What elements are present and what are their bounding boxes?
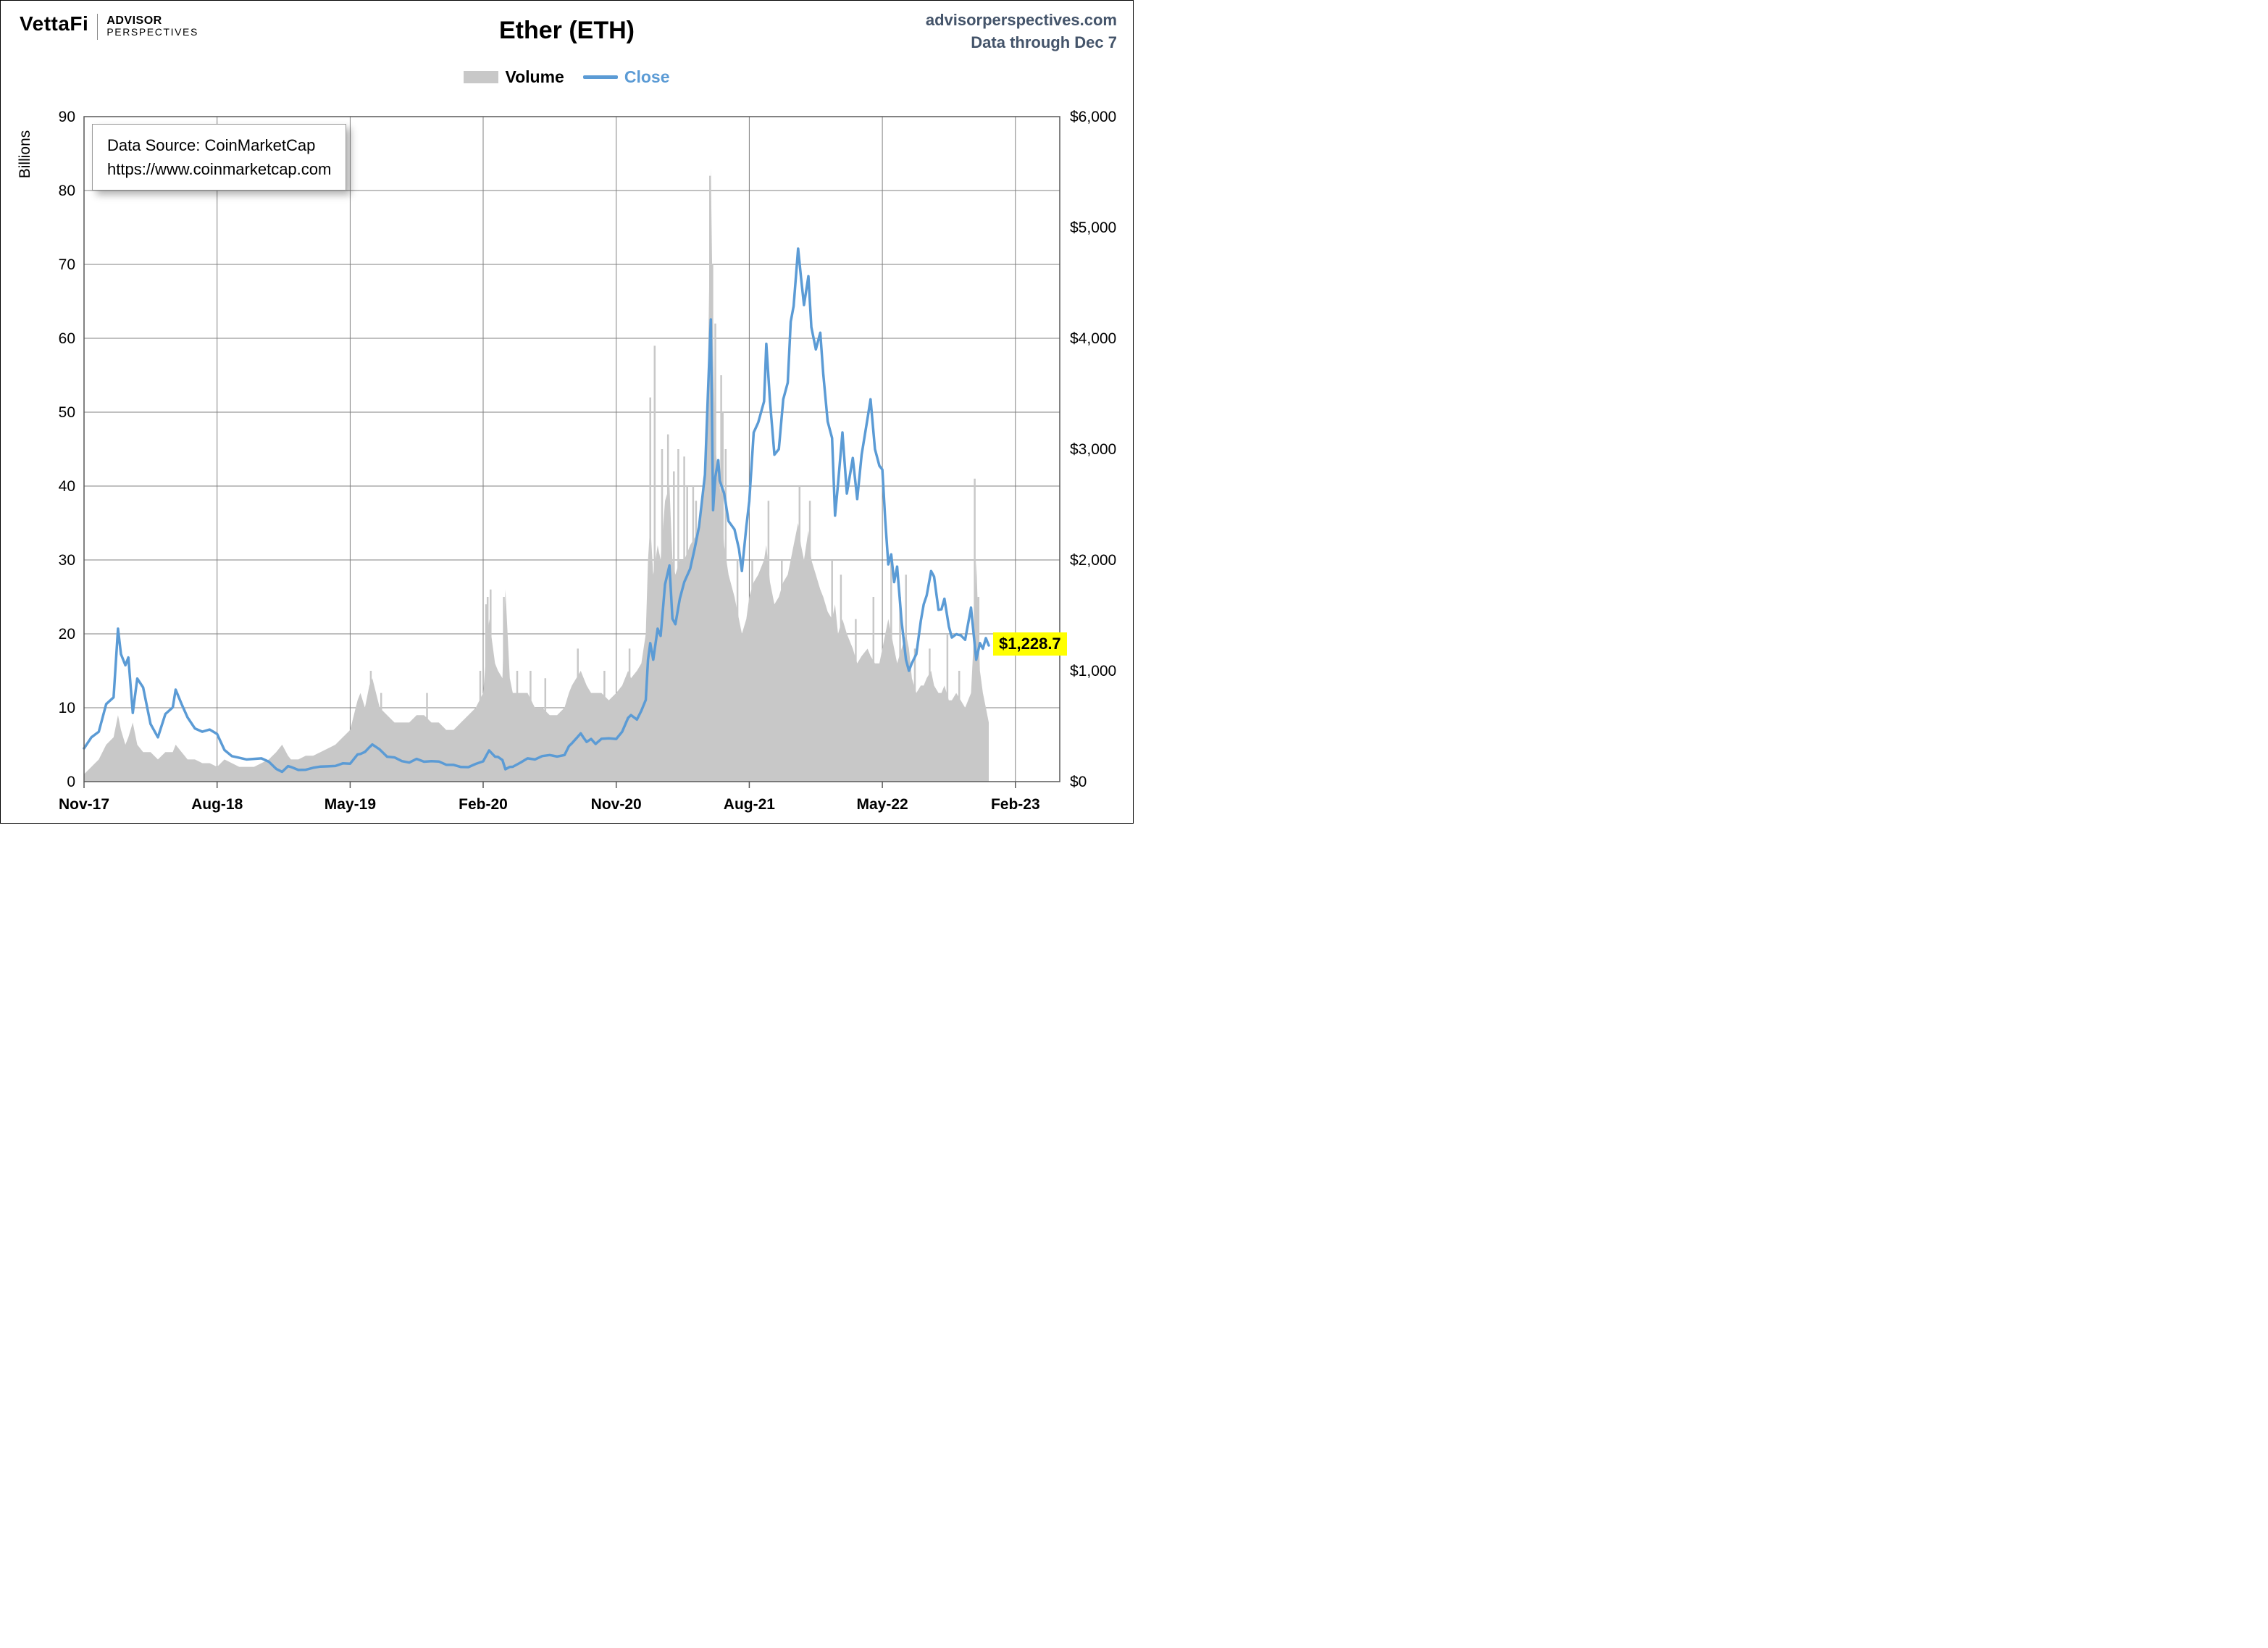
svg-text:$1,000: $1,000 [1070,663,1116,679]
svg-text:50: 50 [59,404,75,421]
svg-text:Feb-23: Feb-23 [991,796,1040,813]
volume-swatch [464,71,499,83]
legend-item-volume: Volume [464,67,564,87]
vettafi-logo: VettaFi ADVISOR PERSPECTIVES [20,12,198,40]
svg-text:30: 30 [59,552,75,569]
site-link[interactable]: advisorperspectives.com [925,11,1117,29]
ether-chart-page: Nov-17 Aug-18 May-19 Feb-20 Nov-20 Aug-21 May-… [0,0,1134,824]
price-volume-chart: Nov-17 Aug-18 May-19 Feb-20 Nov-20 Aug-21 May-… [17,109,1116,813]
data-source-line: Data Source: CoinMarketCap [107,136,316,154]
data-source-box: Data Source: CoinMarketCap https://www.c… [92,124,347,191]
svg-text:20: 20 [59,626,75,643]
svg-text:$6,000: $6,000 [1070,109,1116,125]
svg-text:70: 70 [59,256,75,273]
svg-text:40: 40 [59,478,75,495]
svg-text:$2,000: $2,000 [1070,552,1116,569]
chart-legend: Volume Close [1,67,1133,87]
close-label: Close [624,67,670,86]
svg-text:May-22: May-22 [856,796,908,813]
svg-text:$3,000: $3,000 [1070,441,1116,458]
advisor-perspectives-logo: ADVISOR PERSPECTIVES [106,14,198,38]
svg-text:60: 60 [59,330,75,347]
svg-text:$0: $0 [1070,774,1087,790]
brand-divider [97,14,99,40]
vettafi-wordmark: VettaFi [20,12,89,35]
svg-text:10: 10 [59,700,75,716]
close-line-swatch [582,75,618,79]
svg-text:90: 90 [59,109,75,125]
svg-text:$4,000: $4,000 [1070,330,1116,347]
advisor-label: ADVISOR [106,14,162,27]
page-title: Ether (ETH) [499,17,635,44]
svg-text:May-19: May-19 [325,796,376,813]
svg-text:80: 80 [59,183,75,199]
perspectives-label: PERSPECTIVES [106,26,198,38]
legend-item-close: Close [582,67,670,87]
volume-label: Volume [505,67,564,86]
last-price-callout: $1,228.7 [993,632,1067,656]
svg-text:Nov-17: Nov-17 [59,796,109,813]
data-source-url[interactable]: https://www.coinmarketcap.com [107,160,332,178]
svg-text:Nov-20: Nov-20 [591,796,642,813]
svg-text:0: 0 [67,774,75,790]
svg-text:$5,000: $5,000 [1070,219,1116,236]
svg-text:Billions: Billions [17,130,33,179]
header-right: advisorperspectives.com Data through Dec… [926,9,1117,54]
svg-text:Aug-18: Aug-18 [191,796,243,813]
data-through-label: Data through Dec 7 [971,33,1117,51]
svg-text:Aug-21: Aug-21 [724,796,775,813]
svg-text:Feb-20: Feb-20 [459,796,508,813]
